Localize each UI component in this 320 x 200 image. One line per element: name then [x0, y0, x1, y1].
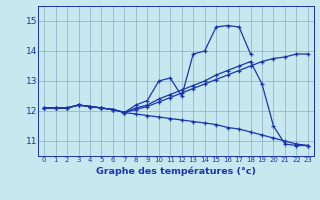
X-axis label: Graphe des températures (°c): Graphe des températures (°c) [96, 166, 256, 176]
